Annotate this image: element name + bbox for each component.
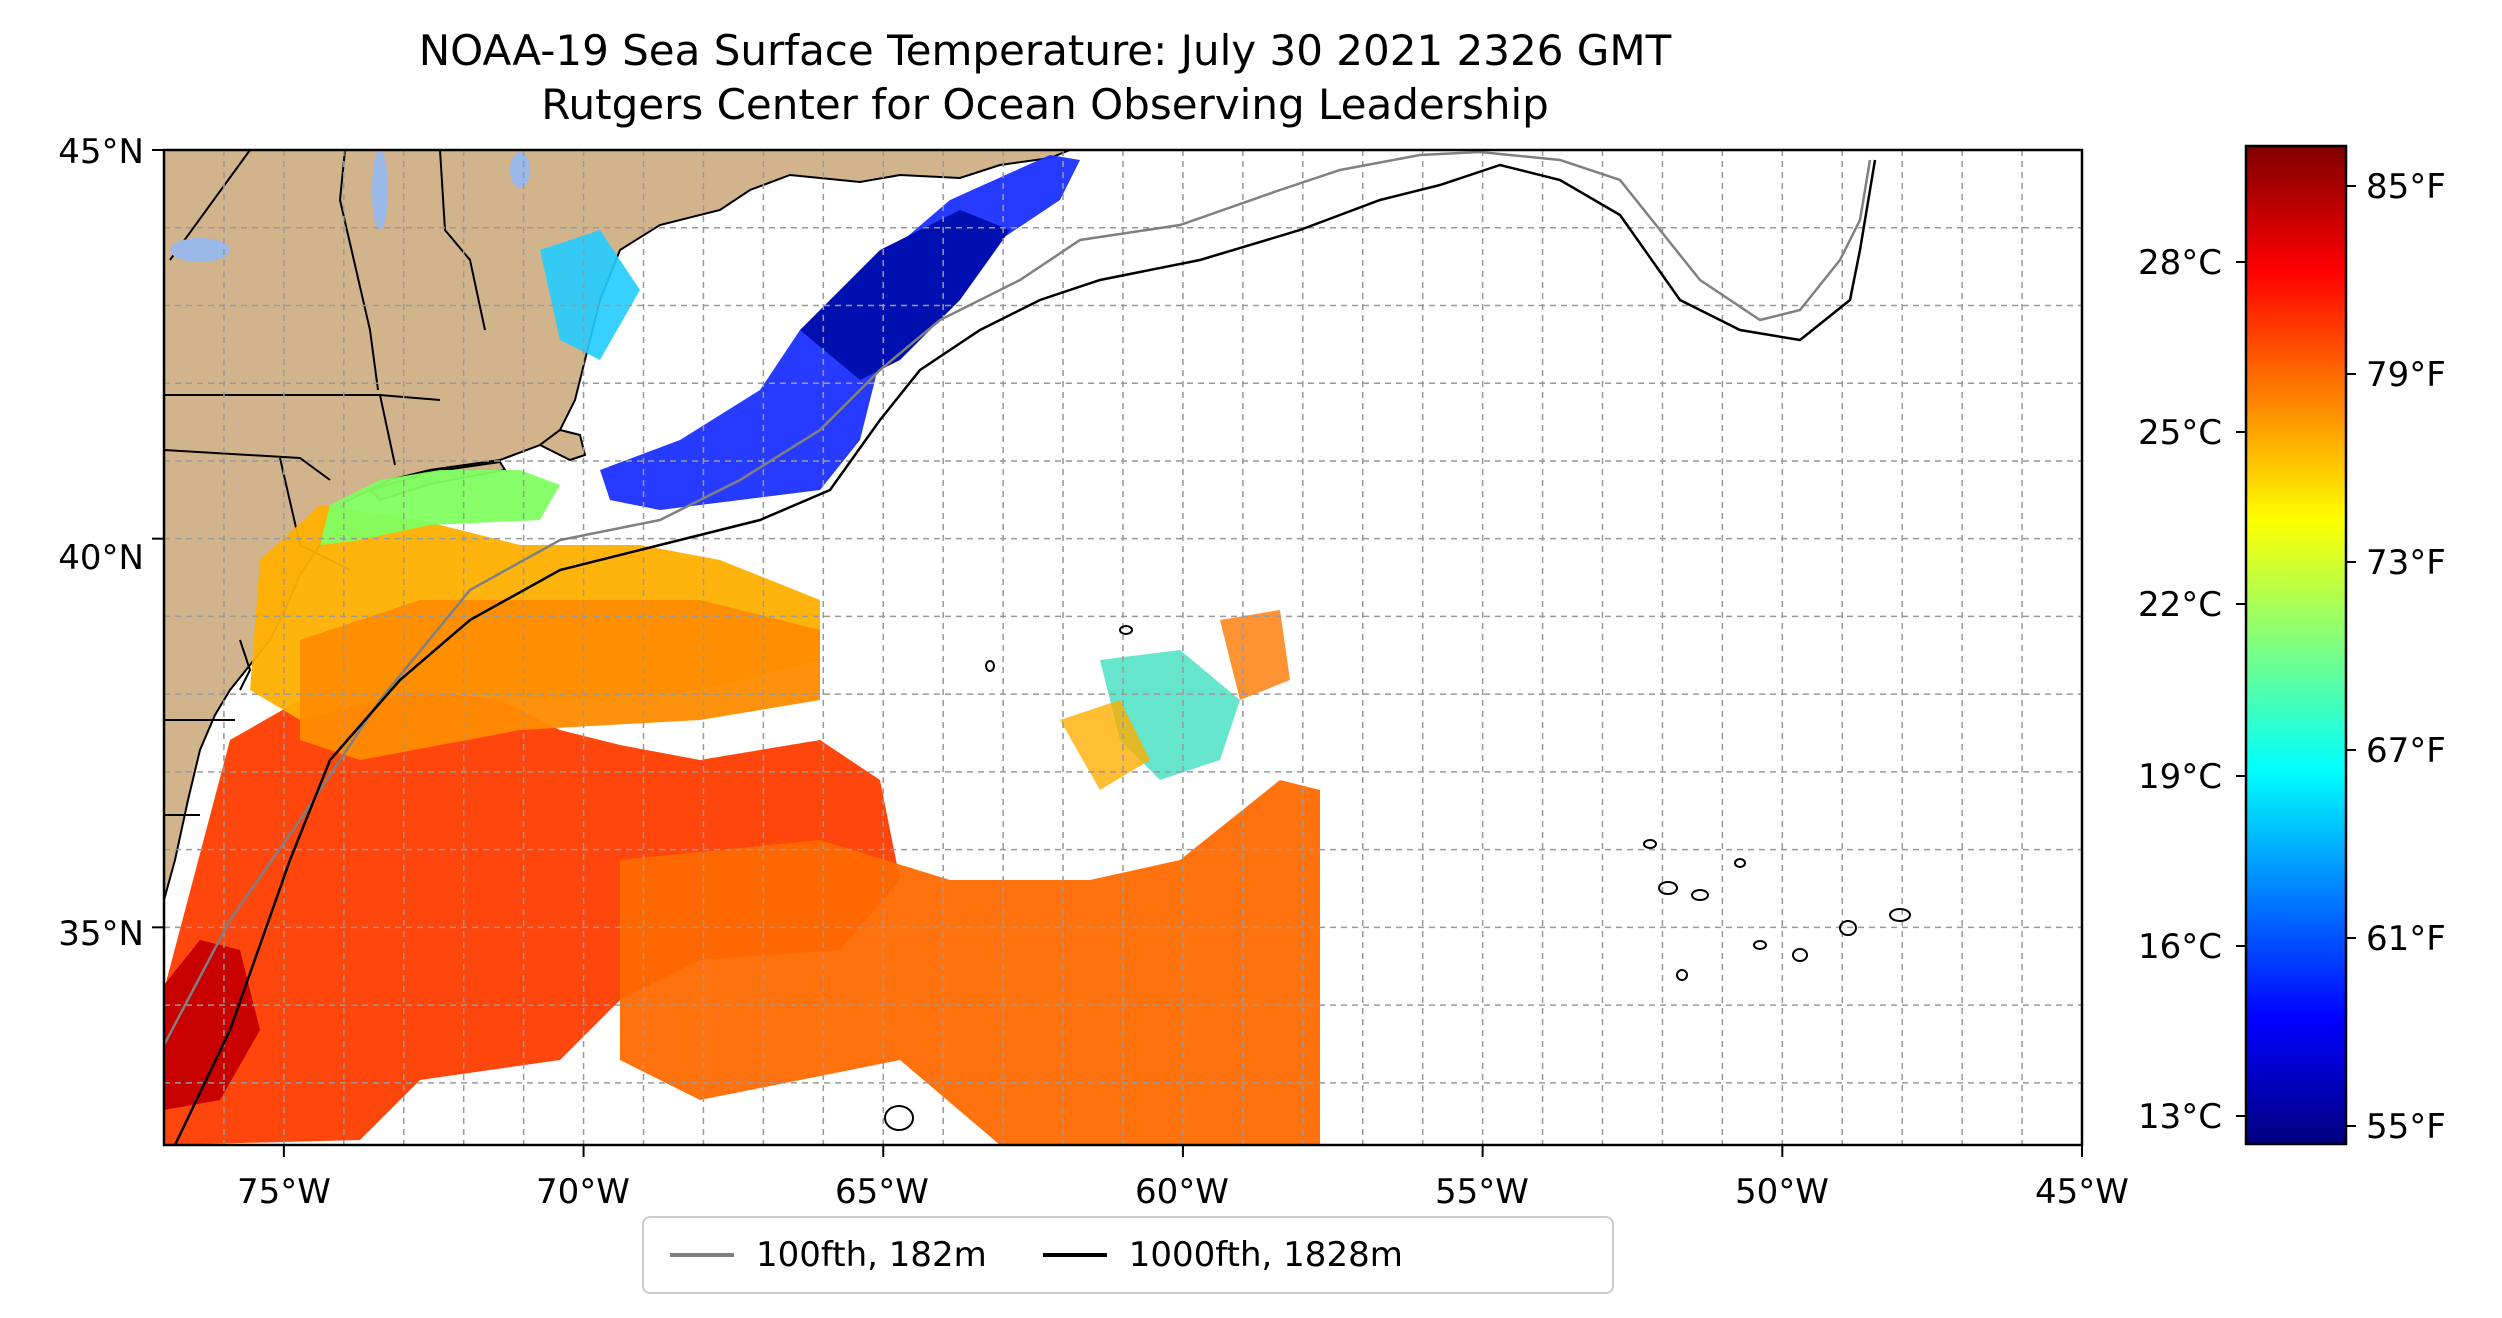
legend-label-100fth: 100fth, 182m — [756, 1235, 987, 1275]
lon-label-70: 70°W — [536, 1172, 630, 1212]
cbar-f-61: 61°F — [2366, 919, 2446, 959]
lon-label-45: 45°W — [2035, 1172, 2129, 1212]
sst-green-shelf — [320, 470, 560, 545]
axis-ticks — [152, 149, 2083, 1157]
lakes — [170, 150, 530, 262]
contour-100fth — [164, 150, 1872, 1046]
grid-lines — [164, 150, 2082, 1145]
cbar-c-22: 22°C — [2138, 585, 2222, 625]
cbar-f-85: 85°F — [2366, 167, 2446, 207]
legend-line-black — [1042, 1253, 1107, 1257]
cbar-f-73: 73°F — [2366, 543, 2446, 583]
cbar-c-16: 16°C — [2138, 927, 2222, 967]
map-content — [164, 150, 2082, 1145]
map-subtitle: Rutgers Center for Ocean Observing Leade… — [541, 80, 1549, 129]
sst-cyan-patch — [540, 230, 640, 360]
cbar-c-25: 25°C — [2138, 413, 2222, 453]
legend-label-1000fth: 1000fth, 1828m — [1128, 1235, 1403, 1275]
cbar-f-79: 79°F — [2366, 355, 2446, 395]
cbar-f-55: 55°F — [2366, 1107, 2446, 1147]
sst-speckle-3 — [1220, 610, 1290, 700]
seamounts — [884, 625, 1911, 1131]
legend-line-gray — [670, 1253, 734, 1257]
lat-label-35: 35°N — [58, 914, 144, 954]
sst-red-coastal — [164, 940, 260, 1110]
map-title: NOAA-19 Sea Surface Temperature: July 30… — [418, 26, 1672, 75]
sst-deep-blue — [800, 210, 1010, 380]
sst-warm-band — [620, 780, 1320, 1145]
colorbar-ticks — [2236, 185, 2356, 1127]
sst-warm-south — [164, 690, 900, 1145]
sst-field — [164, 155, 1320, 1145]
lon-label-75: 75°W — [237, 1172, 331, 1212]
legend-item-1000fth: 1000fth, 1828m — [1042, 1235, 1403, 1275]
contour-legend: 100fth, 182m 1000fth, 1828m — [642, 1216, 1614, 1294]
lon-label-50: 50°W — [1735, 1172, 1829, 1212]
legend-item-100fth: 100fth, 182m — [670, 1235, 987, 1275]
colorbar — [2244, 144, 2348, 1146]
cbar-f-67: 67°F — [2366, 731, 2446, 771]
lon-label-55: 55°W — [1435, 1172, 1529, 1212]
lon-label-60: 60°W — [1135, 1172, 1229, 1212]
cbar-c-13: 13°C — [2138, 1097, 2222, 1137]
contour-1000fth — [173, 159, 1877, 1145]
lon-label-65: 65°W — [835, 1172, 929, 1212]
lat-label-45: 45°N — [58, 132, 144, 172]
cbar-c-28: 28°C — [2138, 243, 2222, 283]
cape-cod — [538, 428, 587, 462]
cbar-c-19: 19°C — [2138, 757, 2222, 797]
map-frame — [162, 148, 2084, 1147]
lat-label-40: 40°N — [58, 538, 144, 578]
land-mass — [164, 150, 1071, 901]
sst-speckle-2 — [1060, 700, 1150, 790]
